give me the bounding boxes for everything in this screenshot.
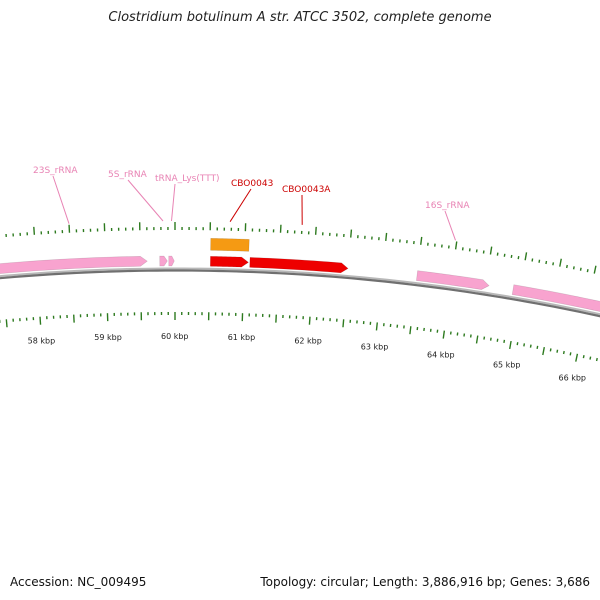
inner-tick-track: [0, 312, 598, 362]
feature-5s-rrna-1: [159, 255, 168, 267]
outer-major-tick: [524, 252, 528, 261]
outer-major-tick: [454, 241, 458, 250]
label-23s-rrna: 23S_rRNA: [33, 166, 78, 176]
topology-text: Topology: circular; Length: 3,886,916 bp…: [260, 575, 590, 589]
outer-minor-tick: [579, 267, 582, 271]
outer-major-tick: [33, 226, 36, 235]
outer-major-tick: [420, 236, 423, 245]
feature-rrna-7: [511, 284, 600, 312]
feature-cbo0043a-5: [249, 257, 349, 274]
feature-trna-lys-ttt-2: [168, 255, 175, 267]
inner-major-tick: [509, 340, 512, 350]
label-leaders: [52, 175, 456, 241]
inner-minor-tick: [516, 342, 519, 346]
scale-label-66: 66 kbp: [558, 373, 586, 382]
outer-minor-tick: [586, 269, 589, 273]
inner-major-tick: [442, 330, 446, 339]
inner-minor-tick: [589, 356, 592, 360]
inner-major-tick: [575, 353, 579, 362]
leader-trna-lys-ttt: [171, 183, 176, 222]
feature-cbo0043-4: [209, 256, 249, 268]
inner-minor-tick: [582, 355, 585, 359]
inner-minor-tick: [536, 345, 539, 349]
outer-minor-tick: [538, 259, 541, 263]
inner-major-tick: [375, 322, 378, 331]
inner-minor-tick: [549, 348, 552, 352]
inner-minor-tick: [556, 349, 559, 353]
outer-major-tick: [314, 226, 317, 235]
inner-minor-tick: [562, 350, 565, 355]
outer-minor-tick: [517, 256, 520, 260]
outer-major-tick: [385, 232, 388, 241]
feature-cbo0043-3: [210, 238, 250, 252]
scale-label-65: 65 kbp: [493, 361, 521, 370]
backbone-line: [0, 269, 600, 318]
inner-minor-tick: [529, 344, 532, 348]
scale-label-60: 60 kbp: [161, 332, 189, 341]
leader-cbo0043: [229, 188, 252, 222]
inner-major-tick: [39, 316, 42, 325]
scale-label-61: 61 kbp: [228, 333, 256, 342]
outer-minor-tick: [545, 260, 548, 265]
outer-major-tick: [593, 265, 597, 274]
inner-major-tick: [308, 316, 311, 325]
label-5s-rrna: 5S_rRNA: [108, 170, 148, 180]
label-cbo0043: CBO0043: [231, 179, 273, 189]
outer-major-tick: [559, 258, 562, 267]
outer-major-tick: [489, 246, 493, 255]
inner-minor-tick: [503, 339, 506, 343]
feature-23s-rrna-0: [0, 255, 148, 274]
outer-tick-track: [5, 222, 597, 274]
outer-minor-tick: [531, 258, 534, 262]
scale-labels: 58 kbp 59 kbp 60 kbp 61 kbp 62 kbp 63 kbp 64 k…: [28, 332, 586, 382]
outer-minor-tick: [510, 254, 513, 259]
outer-minor-tick: [552, 262, 555, 266]
feature-track: [0, 238, 600, 312]
label-cbo0043a: CBO0043A: [282, 185, 331, 195]
genome-backbone: [0, 267, 600, 318]
genome-title: Clostridium botulinum A str. ATCC 3502, …: [108, 10, 492, 25]
outer-minor-tick: [572, 266, 575, 270]
inner-minor-tick: [523, 343, 526, 347]
scale-label-58: 58 kbp: [28, 337, 56, 346]
label-16s-rrna: 16S_rRNA: [425, 201, 470, 211]
feature-16s-rrna-6: [416, 270, 490, 290]
label-trna-lys-ttt: tRNA_Lys(TTT): [155, 174, 220, 184]
inner-minor-tick: [595, 357, 598, 362]
inner-major-tick: [542, 347, 545, 356]
inner-major-tick: [5, 319, 8, 328]
scale-label-63: 63 kbp: [361, 342, 389, 351]
leader-23s-rrna: [52, 175, 70, 224]
leader-5s-rrna: [127, 179, 164, 222]
leader-16s-rrna: [444, 210, 456, 241]
inner-minor-tick: [569, 352, 572, 356]
inner-major-tick: [342, 319, 345, 328]
scale-label-62: 62 kbp: [294, 337, 322, 346]
backbone-highlight: [0, 267, 600, 316]
outer-minor-tick: [565, 264, 568, 269]
inner-major-tick: [409, 326, 412, 335]
accession-text: Accession: NC_009495: [10, 575, 147, 589]
scale-label-64: 64 kbp: [427, 350, 455, 359]
feature-labels: 23S_rRNA 5S_rRNA tRNA_Lys(TTT) CBO0043 CBO00…: [33, 166, 470, 211]
outer-major-tick: [350, 229, 353, 238]
inner-major-tick: [475, 335, 479, 344]
scale-label-59: 59 kbp: [94, 333, 122, 342]
